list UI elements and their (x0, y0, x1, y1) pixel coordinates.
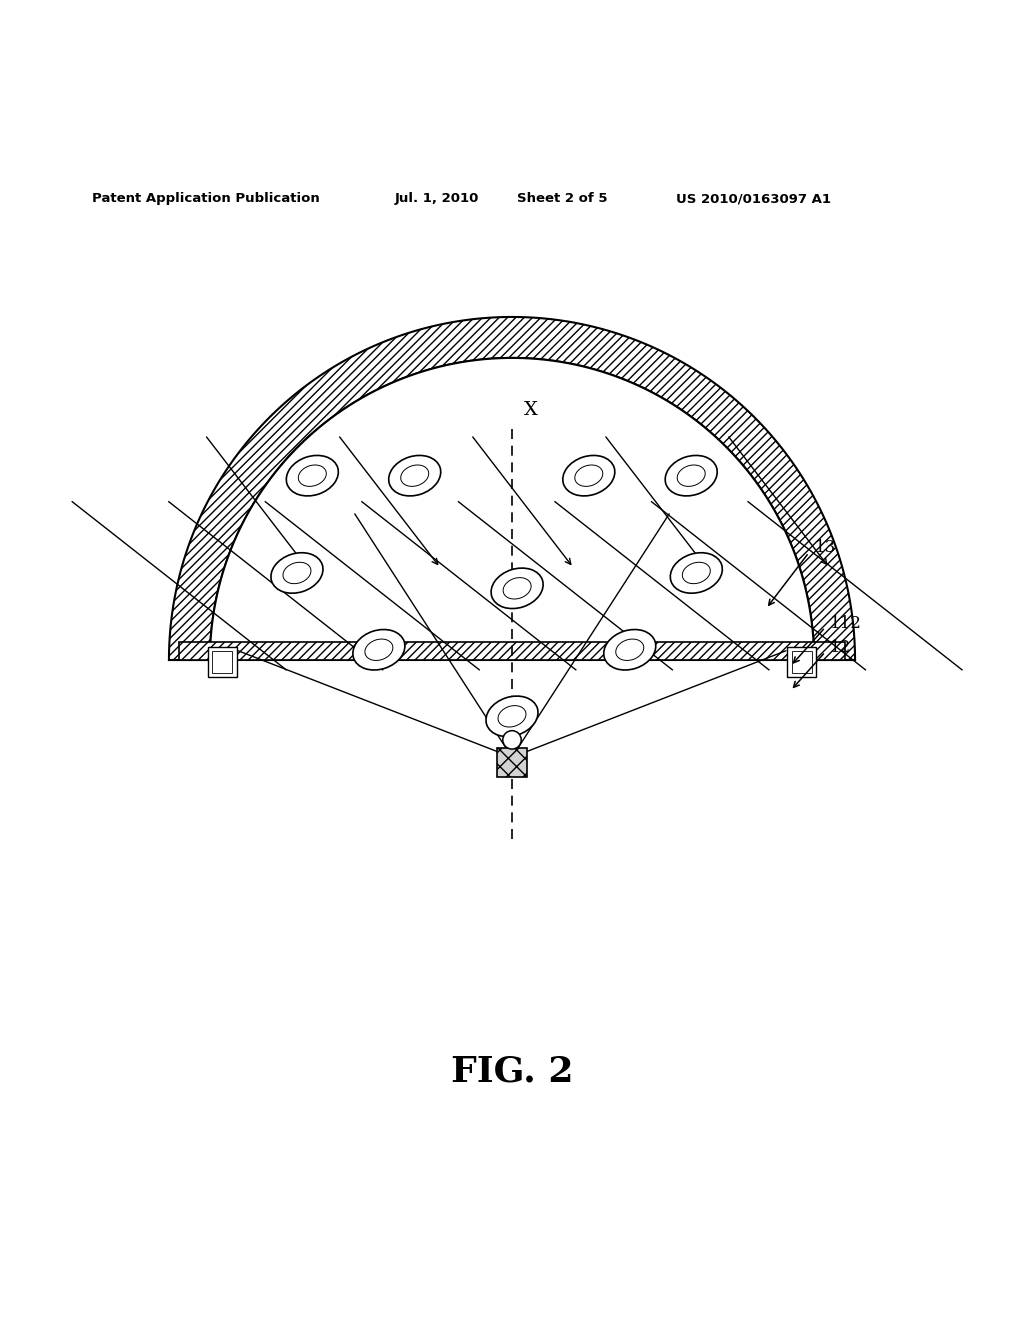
Ellipse shape (563, 455, 614, 496)
Polygon shape (169, 317, 855, 660)
Ellipse shape (666, 455, 717, 496)
Ellipse shape (389, 455, 440, 496)
Polygon shape (210, 358, 814, 660)
Ellipse shape (615, 639, 644, 660)
Ellipse shape (492, 568, 543, 609)
Ellipse shape (283, 562, 311, 583)
FancyBboxPatch shape (787, 647, 816, 677)
Ellipse shape (604, 630, 655, 671)
Ellipse shape (498, 706, 526, 727)
Ellipse shape (677, 465, 706, 486)
Text: 12: 12 (829, 639, 851, 656)
Ellipse shape (298, 465, 327, 486)
Text: Patent Application Publication: Patent Application Publication (92, 191, 319, 205)
Ellipse shape (400, 465, 429, 486)
Polygon shape (179, 642, 845, 660)
Circle shape (503, 731, 521, 748)
Ellipse shape (365, 639, 393, 660)
Text: FIG. 2: FIG. 2 (451, 1055, 573, 1088)
FancyBboxPatch shape (497, 748, 527, 776)
Text: 112: 112 (829, 615, 861, 632)
Text: X: X (524, 401, 539, 420)
Ellipse shape (682, 562, 711, 583)
Text: US 2010/0163097 A1: US 2010/0163097 A1 (676, 191, 830, 205)
Ellipse shape (353, 630, 404, 671)
Ellipse shape (486, 696, 538, 737)
Text: Jul. 1, 2010: Jul. 1, 2010 (394, 191, 478, 205)
Text: 13: 13 (815, 539, 837, 556)
Ellipse shape (271, 553, 323, 593)
Ellipse shape (503, 578, 531, 599)
Ellipse shape (287, 455, 338, 496)
Text: Sheet 2 of 5: Sheet 2 of 5 (517, 191, 607, 205)
Ellipse shape (574, 465, 603, 486)
Ellipse shape (671, 553, 722, 593)
FancyBboxPatch shape (208, 647, 237, 677)
